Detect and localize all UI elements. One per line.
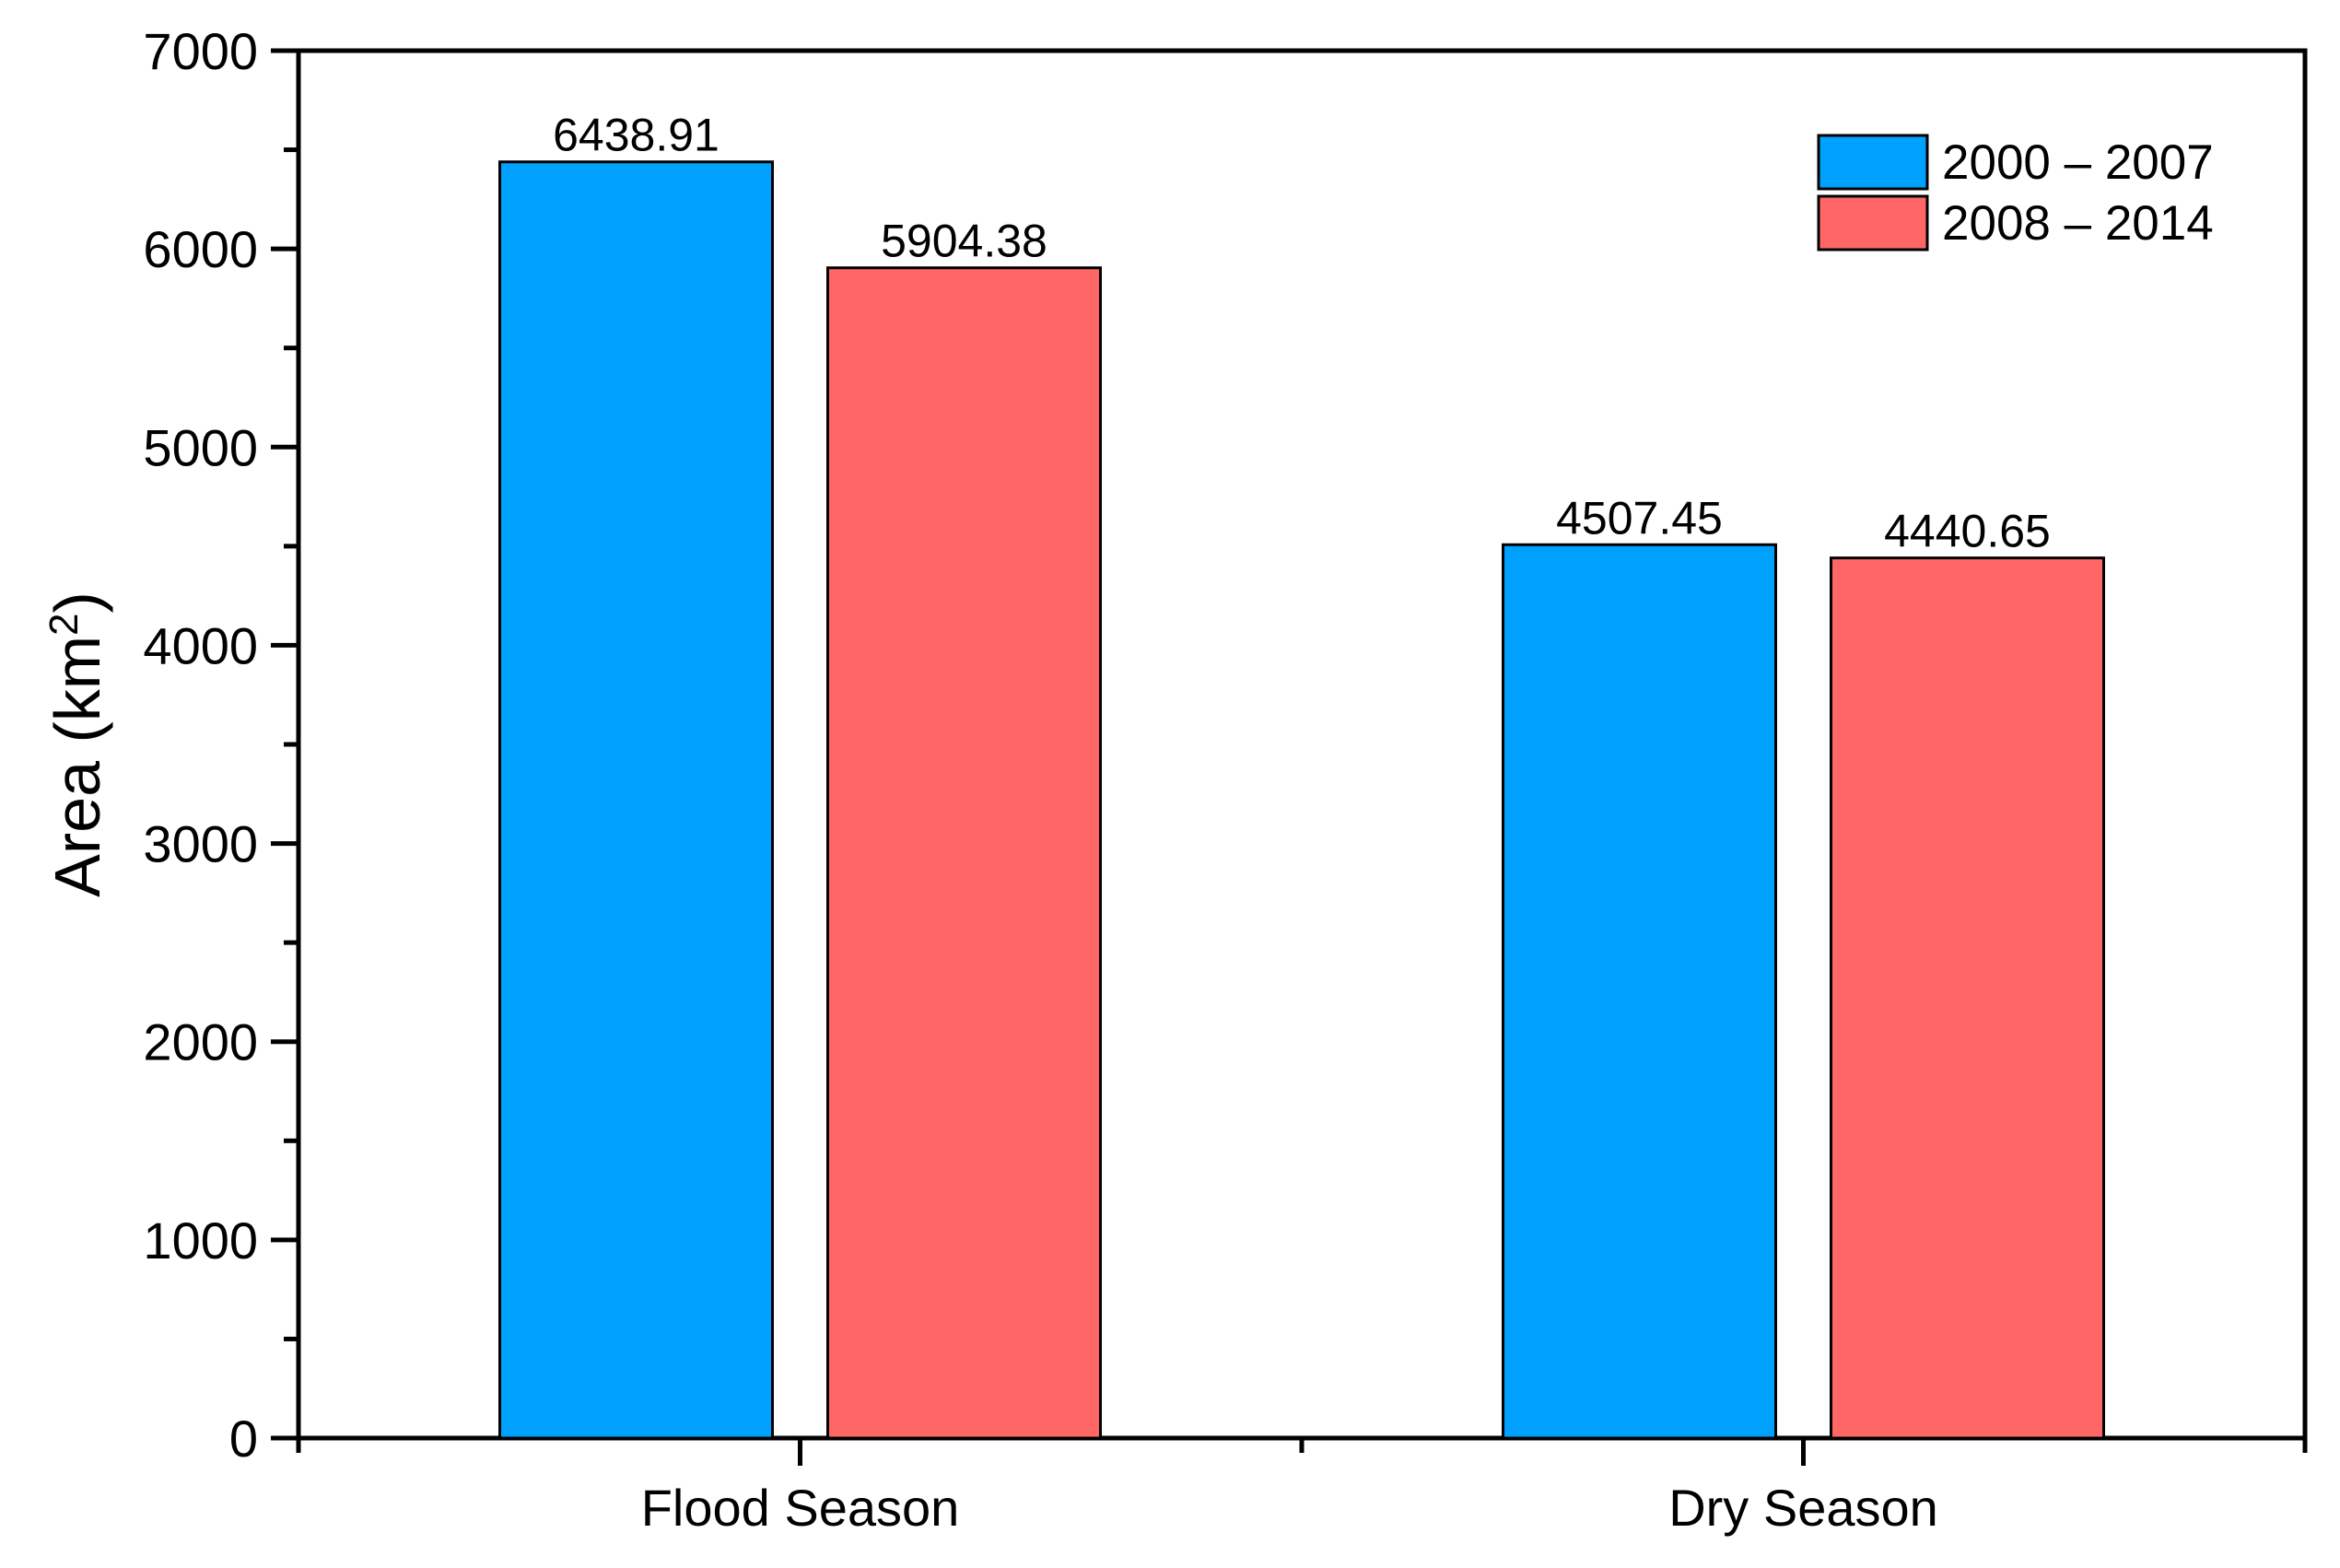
legend: 2000 – 2007 2008 – 2014 xyxy=(1817,134,2214,252)
y-axis-title-text: Area (km xyxy=(41,636,113,897)
y-tick-label: 2000 xyxy=(143,1013,258,1071)
x-tick-label: Flood Season xyxy=(641,1479,960,1537)
y-tick-label: 7000 xyxy=(143,22,258,80)
legend-label: 2000 – 2007 xyxy=(1942,135,2214,190)
y-axis: 0 1000 2000 3000 4000 5000 6000 7000 xyxy=(143,22,298,1468)
data-label: 4507.45 xyxy=(1556,492,1723,544)
y-tick-label: 0 xyxy=(229,1410,258,1468)
legend-label: 2008 – 2014 xyxy=(1942,196,2214,251)
y-tick-label: 6000 xyxy=(143,220,258,278)
y-tick-label: 1000 xyxy=(143,1211,258,1270)
y-tick-label: 5000 xyxy=(143,418,258,476)
y-axis-title-superscript: 2 xyxy=(41,613,87,635)
y-axis-title: Area (km2) xyxy=(41,591,114,897)
y-tick-label: 4000 xyxy=(143,616,258,674)
data-label: 4440.65 xyxy=(1884,506,2051,557)
bar-series1-dry xyxy=(1502,543,1777,1440)
y-tick-label: 3000 xyxy=(143,815,258,873)
data-label: 6438.91 xyxy=(553,110,720,161)
legend-swatch xyxy=(1817,194,1929,252)
bars-group: 6438.91 5904.38 4507.45 4440.65 xyxy=(498,110,2105,1440)
y-axis-title-suffix: ) xyxy=(41,591,113,613)
x-axis: Flood Season Dry Season xyxy=(296,1438,2308,1537)
bar-series2-flood xyxy=(826,266,1102,1440)
data-label: 5904.38 xyxy=(881,216,1047,267)
bar-series2-dry xyxy=(1830,556,2105,1440)
legend-swatch xyxy=(1817,134,1929,191)
bar-series1-flood xyxy=(498,160,774,1440)
x-tick-label: Dry Season xyxy=(1668,1479,1938,1537)
